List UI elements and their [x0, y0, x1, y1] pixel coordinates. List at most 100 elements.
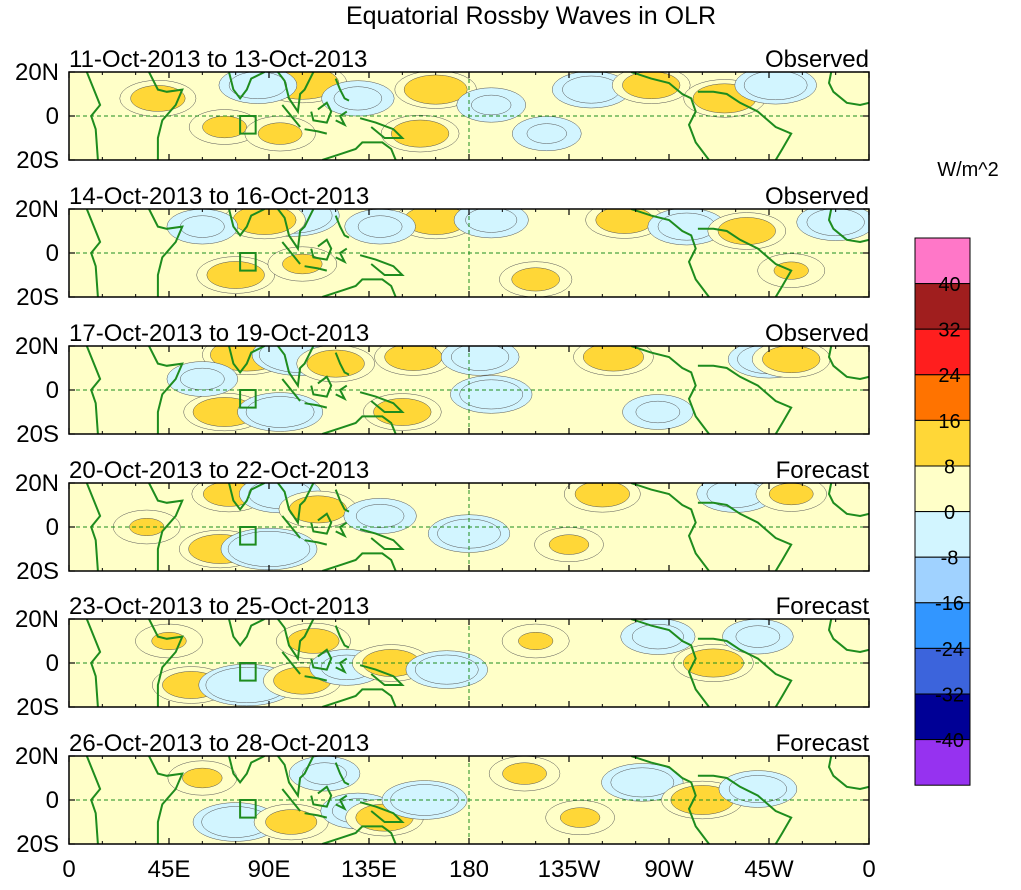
olr-anomaly	[456, 87, 526, 123]
olr-anomaly	[488, 756, 561, 792]
y-tick-label: 20N	[15, 470, 59, 497]
region-box	[239, 115, 257, 135]
olr-contour-level	[414, 654, 479, 685]
olr-anomaly	[275, 622, 351, 660]
olr-contour-level	[265, 809, 318, 835]
coastline	[630, 483, 710, 571]
colorbar-unit: W/m^2	[937, 159, 999, 181]
olr-anomaly	[453, 209, 529, 239]
olr-contour-level	[287, 628, 340, 654]
coastlines	[85, 619, 869, 707]
olr-anomaly	[696, 483, 775, 513]
olr-anomaly	[718, 770, 798, 808]
coastline	[697, 774, 793, 844]
olr-contour-level	[595, 209, 654, 234]
olr-anomaly	[343, 498, 417, 534]
map-panel: 20N 0 20S 23-Oct-2013 to 25-Oct-2013 Forecas…	[15, 593, 870, 721]
coastline	[281, 241, 301, 265]
olr-contour-level	[518, 632, 554, 650]
y-tick-label: 20S	[16, 831, 59, 858]
coastline	[228, 209, 266, 238]
colorbar-label: 16	[938, 411, 960, 433]
olr-contour-level	[743, 72, 808, 101]
x-tick-label: 90E	[248, 856, 291, 883]
coastline	[148, 619, 184, 707]
colorbar-label: -16	[935, 593, 964, 615]
coastline	[148, 346, 184, 434]
colorbar-label: -40	[935, 730, 964, 752]
coastline	[321, 278, 397, 297]
coastline	[697, 501, 793, 571]
coastline	[281, 515, 301, 539]
x-tick-label: 0	[62, 856, 75, 883]
colorbar: 40 32 24 16 8 0 -8 -16 -24 -32 -40	[914, 237, 971, 786]
olr-contour-level	[768, 483, 814, 506]
colorbar-label: -24	[935, 639, 964, 661]
coastlines	[85, 756, 869, 844]
chart-title: Equatorial Rossby Waves in OLR	[346, 2, 716, 30]
coastline	[304, 539, 328, 546]
coastline	[334, 625, 350, 649]
olr-contour-level	[206, 261, 265, 289]
coastline	[334, 352, 350, 376]
y-tick-label: 20N	[15, 333, 59, 360]
coastline	[827, 619, 869, 654]
coastline	[304, 675, 328, 682]
region-box	[239, 252, 257, 272]
coastline	[321, 141, 397, 160]
olr-anomaly	[220, 527, 318, 571]
olr-anomaly	[267, 246, 338, 282]
coastline	[228, 346, 266, 375]
colorbar-swatch	[914, 602, 971, 649]
coastline	[281, 788, 301, 812]
x-tick-label: 90W	[644, 856, 694, 883]
olr-anomaly	[545, 800, 615, 836]
x-tick-label: 135W	[538, 856, 601, 883]
region-box	[239, 389, 257, 409]
coastline	[228, 756, 266, 785]
olr-contour-level	[384, 346, 443, 371]
coastline	[85, 209, 102, 297]
olr-contour-level	[302, 762, 347, 785]
coastline	[697, 227, 793, 297]
olr-contour-level	[257, 122, 303, 145]
colorbar-label: 0	[944, 502, 955, 524]
map-panels: 20N 0 20S 11-Oct-2013 to 13-Oct-2013 Observe…	[15, 46, 870, 858]
olr-contour-level	[610, 767, 675, 798]
coastline	[277, 756, 315, 799]
olr-contour-level	[657, 212, 716, 241]
coastline	[85, 756, 102, 844]
coastlines	[85, 483, 869, 571]
y-tick-label: 0	[46, 514, 59, 541]
coastline	[335, 794, 348, 812]
olr-anomaly	[167, 760, 238, 796]
panel-date-range: 17-Oct-2013 to 19-Oct-2013	[69, 320, 369, 347]
coastline	[630, 756, 710, 844]
olr-contour-level	[762, 346, 821, 374]
coastlines	[85, 72, 869, 160]
coastline	[697, 90, 793, 160]
olr-contour-level	[391, 119, 450, 148]
olr-anomaly	[622, 394, 694, 430]
coastline	[359, 391, 405, 413]
coastline	[277, 209, 315, 252]
colorbar-label: 32	[938, 320, 960, 342]
coastline	[334, 762, 350, 786]
olr-contour-level	[560, 807, 601, 828]
y-tick-label: 20S	[16, 558, 59, 585]
x-tick-label: 135E	[341, 856, 397, 883]
olr-contour-level	[390, 784, 459, 816]
map-panel: 20N 0 20S 11-Oct-2013 to 13-Oct-2013 Observe…	[15, 46, 870, 174]
olr-anomaly	[551, 72, 631, 109]
olr-anomaly	[381, 780, 468, 820]
olr-contour-level	[735, 625, 781, 648]
olr-field	[166, 209, 869, 297]
olr-contour-level	[471, 94, 512, 116]
olr-contour-level	[282, 253, 323, 275]
olr-contour-level	[180, 215, 225, 238]
coastline	[277, 619, 315, 662]
panel-status: Forecast	[776, 593, 870, 620]
olr-anomaly	[196, 256, 275, 294]
coastline	[827, 756, 869, 791]
y-tick-label: 0	[46, 103, 59, 130]
